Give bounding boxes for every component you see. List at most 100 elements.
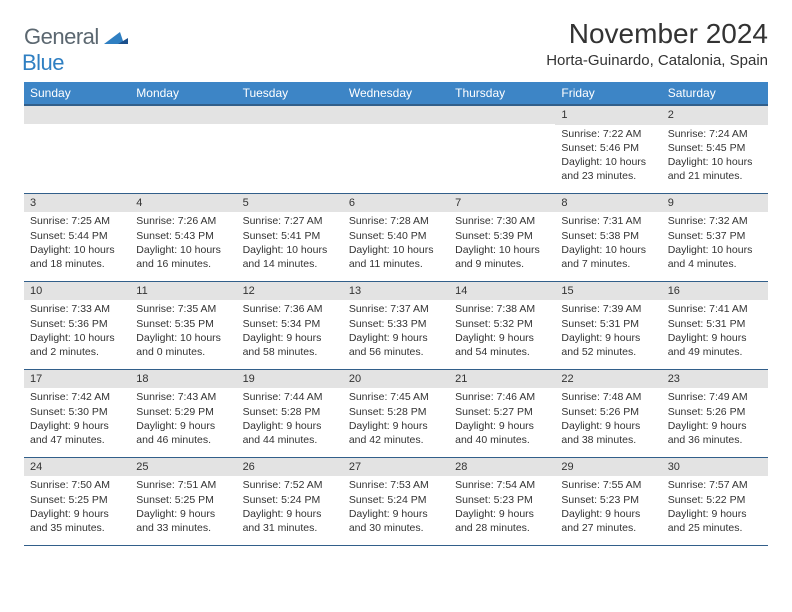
daylight-line: Daylight: 10 hours and 0 minutes.: [136, 331, 230, 359]
empty-daynum-bar: [449, 106, 555, 124]
calendar-day-cell: 15Sunrise: 7:39 AMSunset: 5:31 PMDayligh…: [555, 281, 661, 369]
weekday-header: Sunday: [24, 82, 130, 105]
logo-general: General: [24, 24, 99, 49]
sunrise-line: Sunrise: 7:42 AM: [30, 390, 124, 404]
daylight-line: Daylight: 9 hours and 49 minutes.: [668, 331, 762, 359]
sunset-line: Sunset: 5:28 PM: [349, 405, 443, 419]
header-row: General Blue November 2024 Horta-Guinard…: [24, 18, 768, 76]
day-number: 6: [343, 194, 449, 213]
day-body: Sunrise: 7:38 AMSunset: 5:32 PMDaylight:…: [449, 300, 555, 363]
calendar-day-cell: 12Sunrise: 7:36 AMSunset: 5:34 PMDayligh…: [237, 281, 343, 369]
calendar-day-cell: 2Sunrise: 7:24 AMSunset: 5:45 PMDaylight…: [662, 105, 768, 193]
calendar-day-cell: 25Sunrise: 7:51 AMSunset: 5:25 PMDayligh…: [130, 457, 236, 545]
empty-daynum-bar: [237, 106, 343, 124]
sunrise-line: Sunrise: 7:53 AM: [349, 478, 443, 492]
sunset-line: Sunset: 5:28 PM: [243, 405, 337, 419]
calendar-day-cell: 30Sunrise: 7:57 AMSunset: 5:22 PMDayligh…: [662, 457, 768, 545]
calendar-day-cell: 19Sunrise: 7:44 AMSunset: 5:28 PMDayligh…: [237, 369, 343, 457]
day-body: Sunrise: 7:36 AMSunset: 5:34 PMDaylight:…: [237, 300, 343, 363]
sunrise-line: Sunrise: 7:50 AM: [30, 478, 124, 492]
day-body: Sunrise: 7:35 AMSunset: 5:35 PMDaylight:…: [130, 300, 236, 363]
sunset-line: Sunset: 5:37 PM: [668, 229, 762, 243]
day-number: 1: [555, 106, 661, 125]
sunrise-line: Sunrise: 7:49 AM: [668, 390, 762, 404]
logo-text: General Blue: [24, 24, 128, 76]
day-number: 12: [237, 282, 343, 301]
day-number: 20: [343, 370, 449, 389]
day-number: 5: [237, 194, 343, 213]
sunrise-line: Sunrise: 7:57 AM: [668, 478, 762, 492]
sunset-line: Sunset: 5:26 PM: [561, 405, 655, 419]
sunset-line: Sunset: 5:24 PM: [243, 493, 337, 507]
day-body: Sunrise: 7:55 AMSunset: 5:23 PMDaylight:…: [555, 476, 661, 539]
sunrise-line: Sunrise: 7:45 AM: [349, 390, 443, 404]
calendar-day-cell: 3Sunrise: 7:25 AMSunset: 5:44 PMDaylight…: [24, 193, 130, 281]
daylight-line: Daylight: 9 hours and 54 minutes.: [455, 331, 549, 359]
daylight-line: Daylight: 9 hours and 38 minutes.: [561, 419, 655, 447]
day-body: Sunrise: 7:25 AMSunset: 5:44 PMDaylight:…: [24, 212, 130, 275]
day-body: Sunrise: 7:27 AMSunset: 5:41 PMDaylight:…: [237, 212, 343, 275]
calendar-day-cell: 23Sunrise: 7:49 AMSunset: 5:26 PMDayligh…: [662, 369, 768, 457]
sunset-line: Sunset: 5:43 PM: [136, 229, 230, 243]
daylight-line: Daylight: 9 hours and 40 minutes.: [455, 419, 549, 447]
day-body: Sunrise: 7:37 AMSunset: 5:33 PMDaylight:…: [343, 300, 449, 363]
daylight-line: Daylight: 9 hours and 44 minutes.: [243, 419, 337, 447]
day-body: Sunrise: 7:26 AMSunset: 5:43 PMDaylight:…: [130, 212, 236, 275]
sunset-line: Sunset: 5:34 PM: [243, 317, 337, 331]
logo-shape-icon: [104, 30, 128, 44]
day-number: 15: [555, 282, 661, 301]
daylight-line: Daylight: 9 hours and 36 minutes.: [668, 419, 762, 447]
calendar-day-cell: 8Sunrise: 7:31 AMSunset: 5:38 PMDaylight…: [555, 193, 661, 281]
sunset-line: Sunset: 5:31 PM: [561, 317, 655, 331]
sunrise-line: Sunrise: 7:39 AM: [561, 302, 655, 316]
sunrise-line: Sunrise: 7:31 AM: [561, 214, 655, 228]
day-body: Sunrise: 7:30 AMSunset: 5:39 PMDaylight:…: [449, 212, 555, 275]
day-body: Sunrise: 7:54 AMSunset: 5:23 PMDaylight:…: [449, 476, 555, 539]
calendar-day-cell: 9Sunrise: 7:32 AMSunset: 5:37 PMDaylight…: [662, 193, 768, 281]
day-number: 14: [449, 282, 555, 301]
day-body: Sunrise: 7:39 AMSunset: 5:31 PMDaylight:…: [555, 300, 661, 363]
sunrise-line: Sunrise: 7:48 AM: [561, 390, 655, 404]
day-number: 13: [343, 282, 449, 301]
daylight-line: Daylight: 9 hours and 28 minutes.: [455, 507, 549, 535]
day-body: Sunrise: 7:32 AMSunset: 5:37 PMDaylight:…: [662, 212, 768, 275]
day-body: Sunrise: 7:50 AMSunset: 5:25 PMDaylight:…: [24, 476, 130, 539]
day-number: 10: [24, 282, 130, 301]
day-body: Sunrise: 7:46 AMSunset: 5:27 PMDaylight:…: [449, 388, 555, 451]
sunset-line: Sunset: 5:30 PM: [30, 405, 124, 419]
calendar-week-row: 3Sunrise: 7:25 AMSunset: 5:44 PMDaylight…: [24, 193, 768, 281]
day-body: Sunrise: 7:57 AMSunset: 5:22 PMDaylight:…: [662, 476, 768, 539]
day-body: Sunrise: 7:42 AMSunset: 5:30 PMDaylight:…: [24, 388, 130, 451]
sunrise-line: Sunrise: 7:35 AM: [136, 302, 230, 316]
daylight-line: Daylight: 10 hours and 23 minutes.: [561, 155, 655, 183]
sunrise-line: Sunrise: 7:46 AM: [455, 390, 549, 404]
day-number: 11: [130, 282, 236, 301]
sunrise-line: Sunrise: 7:33 AM: [30, 302, 124, 316]
weekday-header: Monday: [130, 82, 236, 105]
calendar-day-cell: [237, 105, 343, 193]
sunset-line: Sunset: 5:24 PM: [349, 493, 443, 507]
calendar-week-row: 10Sunrise: 7:33 AMSunset: 5:36 PMDayligh…: [24, 281, 768, 369]
sunrise-line: Sunrise: 7:27 AM: [243, 214, 337, 228]
day-number: 25: [130, 458, 236, 477]
calendar-day-cell: 20Sunrise: 7:45 AMSunset: 5:28 PMDayligh…: [343, 369, 449, 457]
day-number: 4: [130, 194, 236, 213]
sunset-line: Sunset: 5:23 PM: [455, 493, 549, 507]
calendar-week-row: 1Sunrise: 7:22 AMSunset: 5:46 PMDaylight…: [24, 105, 768, 193]
calendar-week-row: 17Sunrise: 7:42 AMSunset: 5:30 PMDayligh…: [24, 369, 768, 457]
calendar-day-cell: 27Sunrise: 7:53 AMSunset: 5:24 PMDayligh…: [343, 457, 449, 545]
day-number: 9: [662, 194, 768, 213]
sunset-line: Sunset: 5:46 PM: [561, 141, 655, 155]
sunrise-line: Sunrise: 7:55 AM: [561, 478, 655, 492]
day-number: 8: [555, 194, 661, 213]
sunset-line: Sunset: 5:40 PM: [349, 229, 443, 243]
calendar-table: SundayMondayTuesdayWednesdayThursdayFrid…: [24, 82, 768, 546]
daylight-line: Daylight: 10 hours and 7 minutes.: [561, 243, 655, 271]
sunset-line: Sunset: 5:29 PM: [136, 405, 230, 419]
day-body: Sunrise: 7:41 AMSunset: 5:31 PMDaylight:…: [662, 300, 768, 363]
sunset-line: Sunset: 5:23 PM: [561, 493, 655, 507]
sunrise-line: Sunrise: 7:25 AM: [30, 214, 124, 228]
title-month: November 2024: [546, 18, 768, 50]
calendar-day-cell: 4Sunrise: 7:26 AMSunset: 5:43 PMDaylight…: [130, 193, 236, 281]
sunset-line: Sunset: 5:38 PM: [561, 229, 655, 243]
